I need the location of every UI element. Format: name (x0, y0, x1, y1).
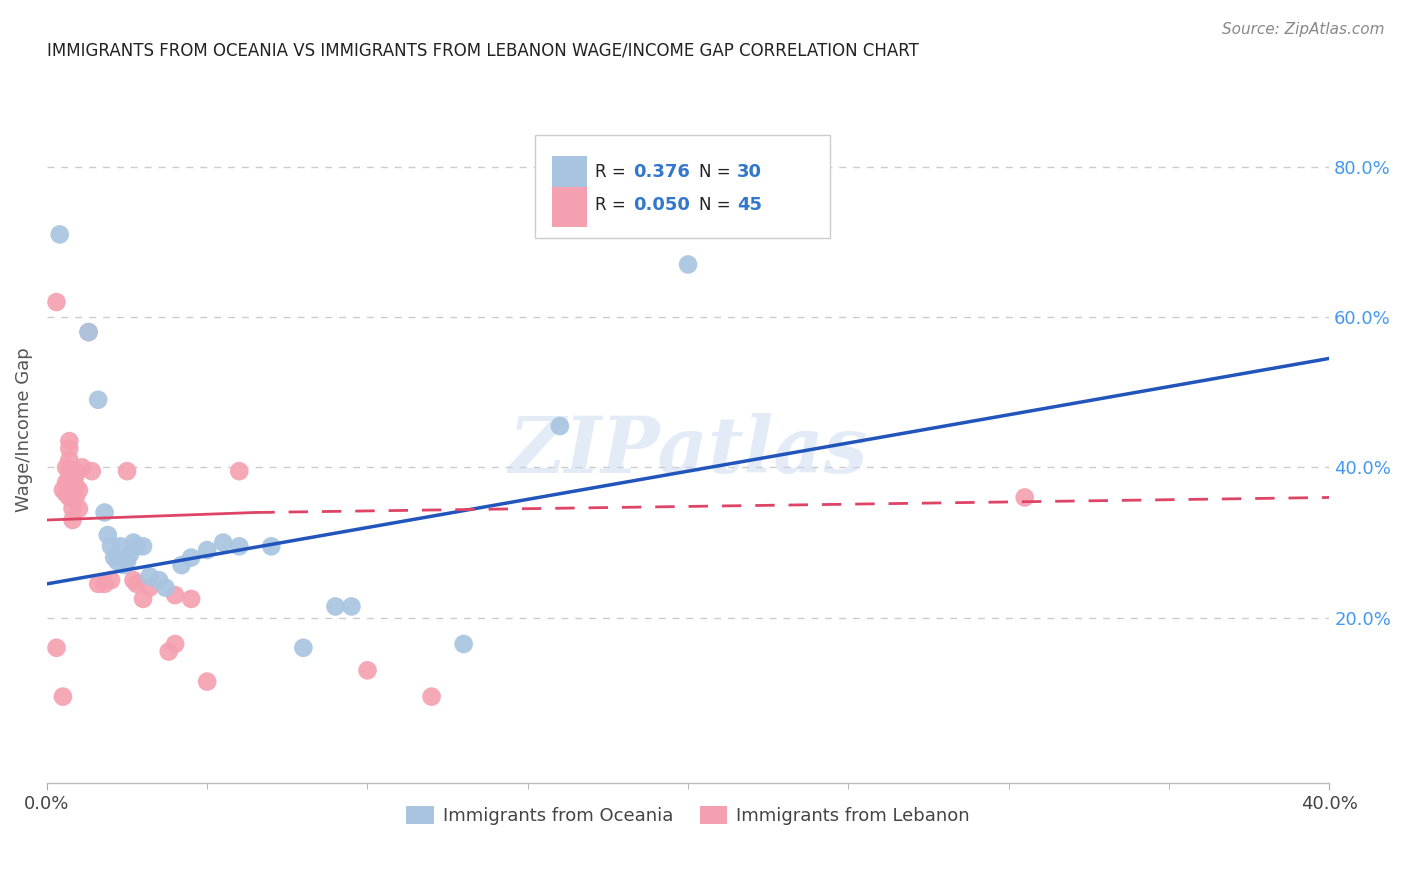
Point (100, 539, 122, 553)
Point (122, 573, 145, 587)
Text: R =: R = (595, 163, 631, 181)
Point (55, 486, 77, 500)
Point (228, 539, 250, 553)
Point (77, 325, 100, 339)
Point (356, 663, 378, 677)
Text: 0.050: 0.050 (633, 195, 690, 213)
Point (62, 491, 84, 505)
Point (62, 472, 84, 486)
Point (52, 483, 75, 497)
Point (125, 577, 148, 591)
Point (103, 550, 125, 565)
Point (58, 442, 80, 456)
Point (58, 472, 80, 486)
Point (77, 325, 100, 339)
Bar (536, 135, 830, 237)
Point (1014, 491, 1036, 505)
Point (180, 591, 202, 606)
Point (87, 577, 110, 591)
Point (120, 547, 142, 561)
Point (195, 543, 218, 558)
Point (122, 535, 145, 549)
Point (48, 227, 70, 242)
Point (110, 539, 132, 553)
Point (55, 475, 77, 490)
Point (67, 483, 90, 497)
Point (340, 599, 363, 614)
Point (65, 464, 87, 478)
Point (65, 479, 87, 493)
Point (45, 295, 67, 310)
Point (93, 506, 115, 520)
Point (87, 392, 110, 407)
Text: Source: ZipAtlas.com: Source: ZipAtlas.com (1222, 22, 1385, 37)
Point (548, 419, 571, 434)
Point (70, 460, 93, 475)
Point (420, 690, 443, 704)
Point (195, 674, 218, 689)
Text: ZIPatlas: ZIPatlas (509, 413, 868, 490)
Point (58, 434, 80, 448)
Point (80, 464, 103, 478)
Point (212, 535, 235, 549)
Point (260, 539, 283, 553)
Point (107, 554, 129, 568)
Point (115, 554, 138, 568)
Point (132, 539, 155, 553)
Point (58, 464, 80, 478)
Point (62, 483, 84, 497)
Point (93, 577, 115, 591)
Point (67, 501, 90, 516)
Text: N =: N = (699, 195, 735, 213)
Point (170, 558, 193, 573)
Text: N =: N = (699, 163, 735, 181)
Text: R =: R = (595, 195, 631, 213)
Point (148, 573, 170, 587)
Text: 30: 30 (737, 163, 762, 181)
Point (62, 513, 84, 527)
Point (453, 637, 475, 651)
Point (228, 464, 250, 478)
Bar (551, 155, 586, 196)
Text: IMMIGRANTS FROM OCEANIA VS IMMIGRANTS FROM LEBANON WAGE/INCOME GAP CORRELATION C: IMMIGRANTS FROM OCEANIA VS IMMIGRANTS FR… (46, 42, 918, 60)
Point (97, 528, 120, 542)
Point (138, 569, 160, 583)
Point (125, 539, 148, 553)
Point (165, 637, 187, 651)
Point (112, 558, 135, 573)
Y-axis label: Wage/Income Gap: Wage/Income Gap (15, 348, 32, 512)
Point (115, 464, 138, 478)
Point (165, 588, 187, 602)
Point (138, 581, 160, 595)
Point (180, 550, 202, 565)
Text: 0.376: 0.376 (633, 163, 690, 181)
Point (292, 640, 315, 655)
Point (65, 467, 87, 482)
Legend: Immigrants from Oceania, Immigrants from Lebanon: Immigrants from Oceania, Immigrants from… (398, 797, 979, 834)
Text: 45: 45 (737, 195, 762, 213)
Point (62, 501, 84, 516)
Point (155, 581, 177, 595)
Point (52, 690, 75, 704)
Bar (551, 186, 586, 227)
Point (55, 460, 77, 475)
Point (45, 640, 67, 655)
Point (676, 258, 699, 272)
Point (325, 599, 347, 614)
Point (132, 591, 155, 606)
Point (58, 453, 80, 467)
Point (58, 491, 80, 505)
Point (100, 573, 122, 587)
Point (58, 479, 80, 493)
Point (157, 644, 180, 658)
Point (65, 491, 87, 505)
